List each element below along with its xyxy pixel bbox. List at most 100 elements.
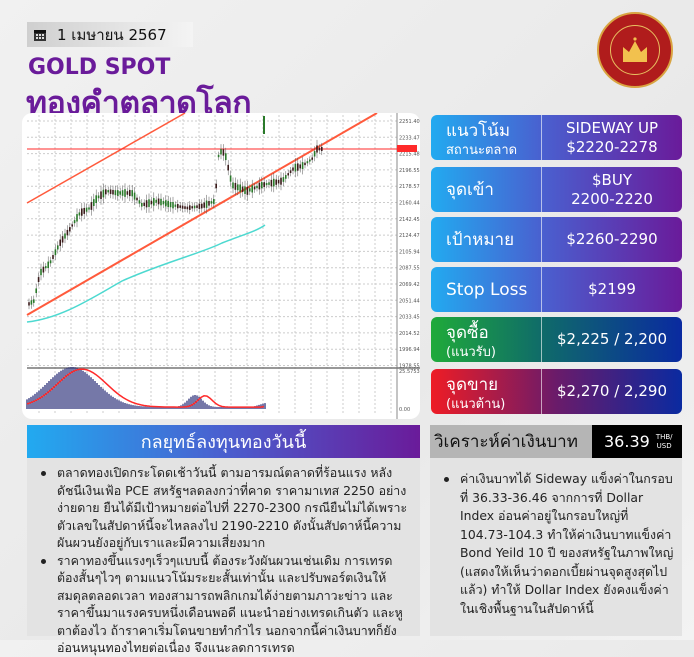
candlestick [76, 214, 78, 222]
candlestick [165, 200, 167, 207]
price-tick-label: 2014.525 [399, 331, 420, 337]
price-tick-label: 2215.485 [399, 152, 420, 158]
candlestick [35, 288, 37, 294]
candlestick [285, 175, 287, 179]
candlestick [237, 184, 239, 191]
strategy-title: กลยุทธ์ลงทุนทองวันนี้ [27, 425, 420, 458]
candlestick [148, 199, 150, 207]
candlestick [301, 162, 304, 170]
candlestick [297, 163, 299, 171]
candlestick [112, 189, 114, 195]
candlestick [138, 200, 141, 204]
candlestick [193, 205, 196, 209]
panel-value: $2,270 / 2,290 [556, 382, 668, 400]
price-tick-label: 2233.470 [399, 135, 420, 141]
rate-value: 36.39 [604, 432, 650, 451]
candlestick [95, 195, 97, 203]
calendar-icon [34, 29, 46, 41]
candlestick [73, 220, 76, 224]
panel-label: Stop Loss [446, 279, 528, 300]
candlestick [299, 164, 301, 169]
candlestick [249, 188, 251, 192]
price-tick-label: 2033.455 [399, 315, 420, 321]
candlestick [275, 179, 277, 185]
candlestick [107, 190, 109, 193]
candlestick [244, 186, 246, 194]
candlestick [234, 182, 237, 190]
price-tick-label: 2142.455 [399, 217, 420, 223]
candlestick [198, 203, 201, 209]
candlestick [42, 266, 45, 273]
indicator-signal-line [26, 368, 265, 408]
candlestick [174, 204, 177, 207]
lower-trendline [26, 113, 378, 316]
candlestick [258, 182, 261, 190]
signal-panel-1: จุดเข้า $BUY 2200-2220 [431, 167, 682, 212]
candlestick [280, 177, 282, 185]
candlestick [263, 116, 265, 134]
candlestick [316, 145, 318, 153]
upper-channel-line [26, 113, 186, 204]
candlestick [282, 177, 285, 182]
candlestick [28, 302, 30, 306]
price-tick-label: 2196.555 [399, 168, 420, 174]
candlestick [292, 167, 294, 171]
price-tick-label: 1978.555 [399, 364, 420, 370]
candlestick [273, 178, 275, 187]
price-tick-label: 2087.555 [399, 266, 420, 272]
panel-value: $2199 [588, 280, 636, 298]
panel-value: $BUY [592, 170, 632, 189]
candlestick [227, 164, 229, 171]
baht-analysis-panel: วิเคราะห์ค่าเงินบาท 36.39 THB/USD ค่าเงิ… [430, 425, 682, 636]
candlestick [126, 191, 129, 195]
candlestick [270, 179, 273, 187]
candlestick [311, 157, 313, 160]
candlestick [66, 229, 69, 236]
candlestick [54, 249, 57, 256]
crown-icon [623, 37, 647, 62]
candlestick [287, 173, 289, 176]
candlestick [208, 201, 210, 206]
candlestick [213, 199, 215, 204]
candlestick [196, 205, 198, 208]
candlestick [313, 151, 316, 157]
candlestick [97, 195, 100, 199]
candlestick [172, 202, 174, 209]
candlestick [210, 201, 213, 204]
panel-label: จุดขาย [446, 375, 499, 395]
panel-value: $2220-2278 [566, 137, 658, 156]
signal-panel-0: แนวโน้ม สถานะตลาด SIDEWAY UP $2220-2278 [431, 115, 682, 160]
price-tick-label: 2251.400 [399, 119, 420, 125]
panel-value: SIDEWAY UP [565, 118, 659, 137]
candlestick [30, 300, 33, 305]
candlestick [114, 190, 117, 196]
signal-panel-4: จุดซื้อ (แนวรับ) $2,225 / 2,200 [431, 317, 682, 362]
candlestick [191, 206, 193, 209]
candlestick [59, 239, 61, 246]
candlestick [157, 198, 160, 205]
price-tick-label: 2051.440 [399, 298, 420, 304]
candlestick [184, 206, 186, 209]
candlestick [321, 146, 323, 152]
panel-value: 2200-2220 [571, 189, 653, 208]
candlestick [304, 162, 306, 166]
candlestick [145, 200, 148, 208]
candlestick [33, 299, 35, 303]
candlestick [64, 233, 66, 239]
panel-value: $2260-2290 [566, 230, 658, 248]
candlestick [105, 189, 107, 195]
rate-unit-top: THB/ [655, 432, 673, 441]
candlestick [179, 205, 181, 208]
candlestick [167, 200, 169, 208]
candlestick [225, 153, 227, 161]
candlestick [205, 200, 208, 208]
candlestick [69, 227, 71, 232]
candlestick [222, 149, 225, 156]
candlestick [217, 154, 220, 158]
candlestick [232, 182, 234, 189]
candlestick [265, 182, 268, 186]
price-chart: 2251.400 2233.470 2215.485 2196.555 2178.570… [22, 113, 420, 419]
price-tick-label: 2069.425 [399, 282, 420, 288]
candlestick [143, 202, 145, 206]
candlestick [81, 208, 83, 216]
